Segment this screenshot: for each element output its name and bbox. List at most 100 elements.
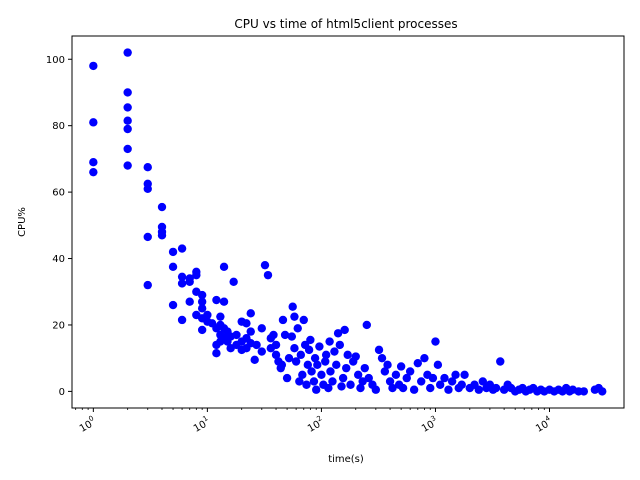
data-point xyxy=(197,304,207,313)
data-point xyxy=(360,363,369,373)
data-point xyxy=(246,327,255,336)
data-point xyxy=(377,353,387,363)
data-point xyxy=(435,380,445,389)
data-point xyxy=(212,295,221,305)
data-point xyxy=(371,385,381,394)
data-point xyxy=(315,342,324,351)
data-point xyxy=(271,340,281,350)
data-point xyxy=(287,332,297,341)
data-point xyxy=(343,350,352,360)
data-point xyxy=(293,324,302,333)
data-point xyxy=(219,297,229,306)
data-point xyxy=(385,377,395,386)
data-point xyxy=(278,315,288,325)
data-point xyxy=(143,184,152,193)
data-point xyxy=(356,383,365,393)
data-point xyxy=(177,272,187,281)
data-point xyxy=(143,163,152,172)
data-point xyxy=(342,363,351,373)
data-point xyxy=(269,330,278,340)
data-point xyxy=(330,347,339,356)
data-point xyxy=(123,116,132,125)
data-point xyxy=(296,350,306,360)
data-point xyxy=(299,315,308,325)
data-point xyxy=(229,277,238,286)
data-point xyxy=(426,383,435,393)
data-point xyxy=(321,350,331,360)
data-point xyxy=(431,337,440,346)
y-axis-ticks: 0 20 40 60 80 100 xyxy=(46,55,72,398)
data-point xyxy=(324,383,333,393)
y-tick-label: 80 xyxy=(52,121,65,132)
data-point xyxy=(143,280,152,290)
data-point xyxy=(263,270,273,280)
data-point xyxy=(89,167,98,177)
data-point xyxy=(123,103,132,112)
data-point xyxy=(364,373,373,383)
data-point xyxy=(362,320,371,330)
data-point xyxy=(168,262,178,272)
data-point xyxy=(123,88,132,97)
data-point xyxy=(428,373,438,383)
data-point xyxy=(291,357,301,366)
data-point xyxy=(444,385,453,394)
data-point xyxy=(192,270,201,280)
data-point xyxy=(460,370,469,379)
data-point xyxy=(252,340,261,350)
data-point xyxy=(338,373,348,383)
data-point xyxy=(491,383,501,393)
data-point xyxy=(337,382,346,391)
data-point xyxy=(197,297,207,306)
data-point xyxy=(168,300,178,310)
data-point xyxy=(197,290,207,300)
y-tick-label: 100 xyxy=(46,55,65,66)
data-point xyxy=(332,360,341,370)
data-point xyxy=(409,385,419,394)
data-point xyxy=(123,144,132,154)
data-point xyxy=(250,355,259,365)
data-point xyxy=(232,330,241,340)
data-point xyxy=(309,377,319,386)
data-point xyxy=(242,319,251,328)
data-point xyxy=(284,353,294,363)
data-point xyxy=(298,370,307,379)
data-point xyxy=(478,377,487,386)
data-point xyxy=(168,247,178,257)
y-tick-label: 20 xyxy=(52,320,65,331)
chart-title: CPU vs time of html5client processes xyxy=(234,17,457,31)
data-point xyxy=(579,387,589,396)
data-point xyxy=(246,309,255,318)
data-points xyxy=(89,48,607,396)
data-point xyxy=(216,312,225,321)
data-point xyxy=(157,202,167,212)
data-point xyxy=(474,385,484,394)
data-point xyxy=(328,377,337,386)
data-point xyxy=(325,337,334,346)
data-point xyxy=(396,362,406,371)
data-point xyxy=(197,325,207,335)
data-point xyxy=(89,118,98,127)
data-point xyxy=(326,367,335,376)
data-point xyxy=(271,350,281,360)
data-point xyxy=(346,380,355,389)
data-point xyxy=(177,244,187,253)
data-point xyxy=(306,335,315,345)
data-point xyxy=(496,357,505,366)
data-point xyxy=(402,373,411,383)
data-point xyxy=(303,360,313,370)
data-point xyxy=(433,360,443,370)
data-point xyxy=(185,277,194,286)
data-point xyxy=(290,344,299,353)
y-tick-label: 40 xyxy=(52,254,65,265)
data-point xyxy=(351,352,360,361)
data-point xyxy=(317,370,326,379)
data-point xyxy=(123,48,132,57)
data-point xyxy=(440,373,449,383)
data-point xyxy=(123,161,132,170)
data-point xyxy=(177,315,187,325)
data-point xyxy=(282,373,292,383)
data-point xyxy=(295,377,304,386)
